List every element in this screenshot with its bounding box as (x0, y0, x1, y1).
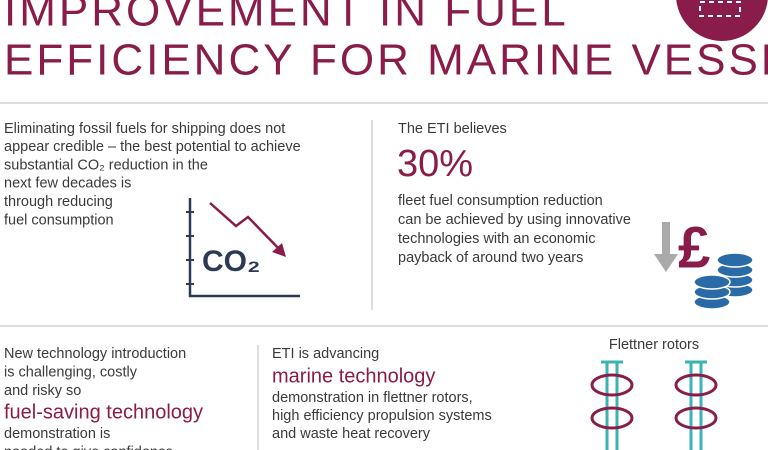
body-line: and risky so (4, 383, 81, 399)
pound-sign: £ (678, 215, 710, 280)
body-line: needed to give confidence (4, 444, 173, 450)
body-line: high efficiency propulsion systems (272, 408, 492, 424)
rotors-icon (590, 360, 718, 450)
body-line: next few decades is (4, 176, 131, 192)
body-line: and waste heat recovery (272, 426, 431, 442)
money-icon: £ (654, 215, 754, 310)
title-line: IMPROVEMENT IN FUEL (4, 0, 569, 36)
caption: Flettner rotors (609, 337, 699, 353)
body-line: is challenging, costly (4, 364, 138, 380)
body-line: fuel consumption (4, 212, 114, 228)
body-line: demonstration in flettner rotors, (272, 390, 473, 406)
highlight-figure: 30% (397, 143, 473, 185)
body-line: can be achieved by using innovative (398, 212, 631, 228)
body-line: New technology introduction (4, 346, 186, 362)
body-line: technologies with an economic (398, 231, 595, 247)
body-line: fleet fuel consumption reduction (398, 193, 603, 209)
co2-icon: CO₂ (186, 198, 300, 298)
title-line: EFFICIENCY FOR MARINE VESSELS (4, 36, 768, 85)
highlight: fuel-saving technology (4, 401, 203, 423)
badge-icon (699, 1, 741, 17)
body-line: Eliminating fossil fuels for shipping do… (4, 121, 285, 137)
co2-label: CO₂ (202, 245, 260, 278)
body-line: payback of around two years (398, 250, 583, 266)
body-line: appear credible – the best potential to … (4, 139, 301, 155)
body-line: substantial CO₂ reduction in the (4, 157, 208, 173)
intro: ETI is advancing (272, 346, 379, 362)
highlight: marine technology (272, 365, 435, 387)
body-line: demonstration is (4, 426, 110, 442)
body-line: through reducing (4, 194, 113, 210)
intro: The ETI believes (398, 121, 507, 137)
